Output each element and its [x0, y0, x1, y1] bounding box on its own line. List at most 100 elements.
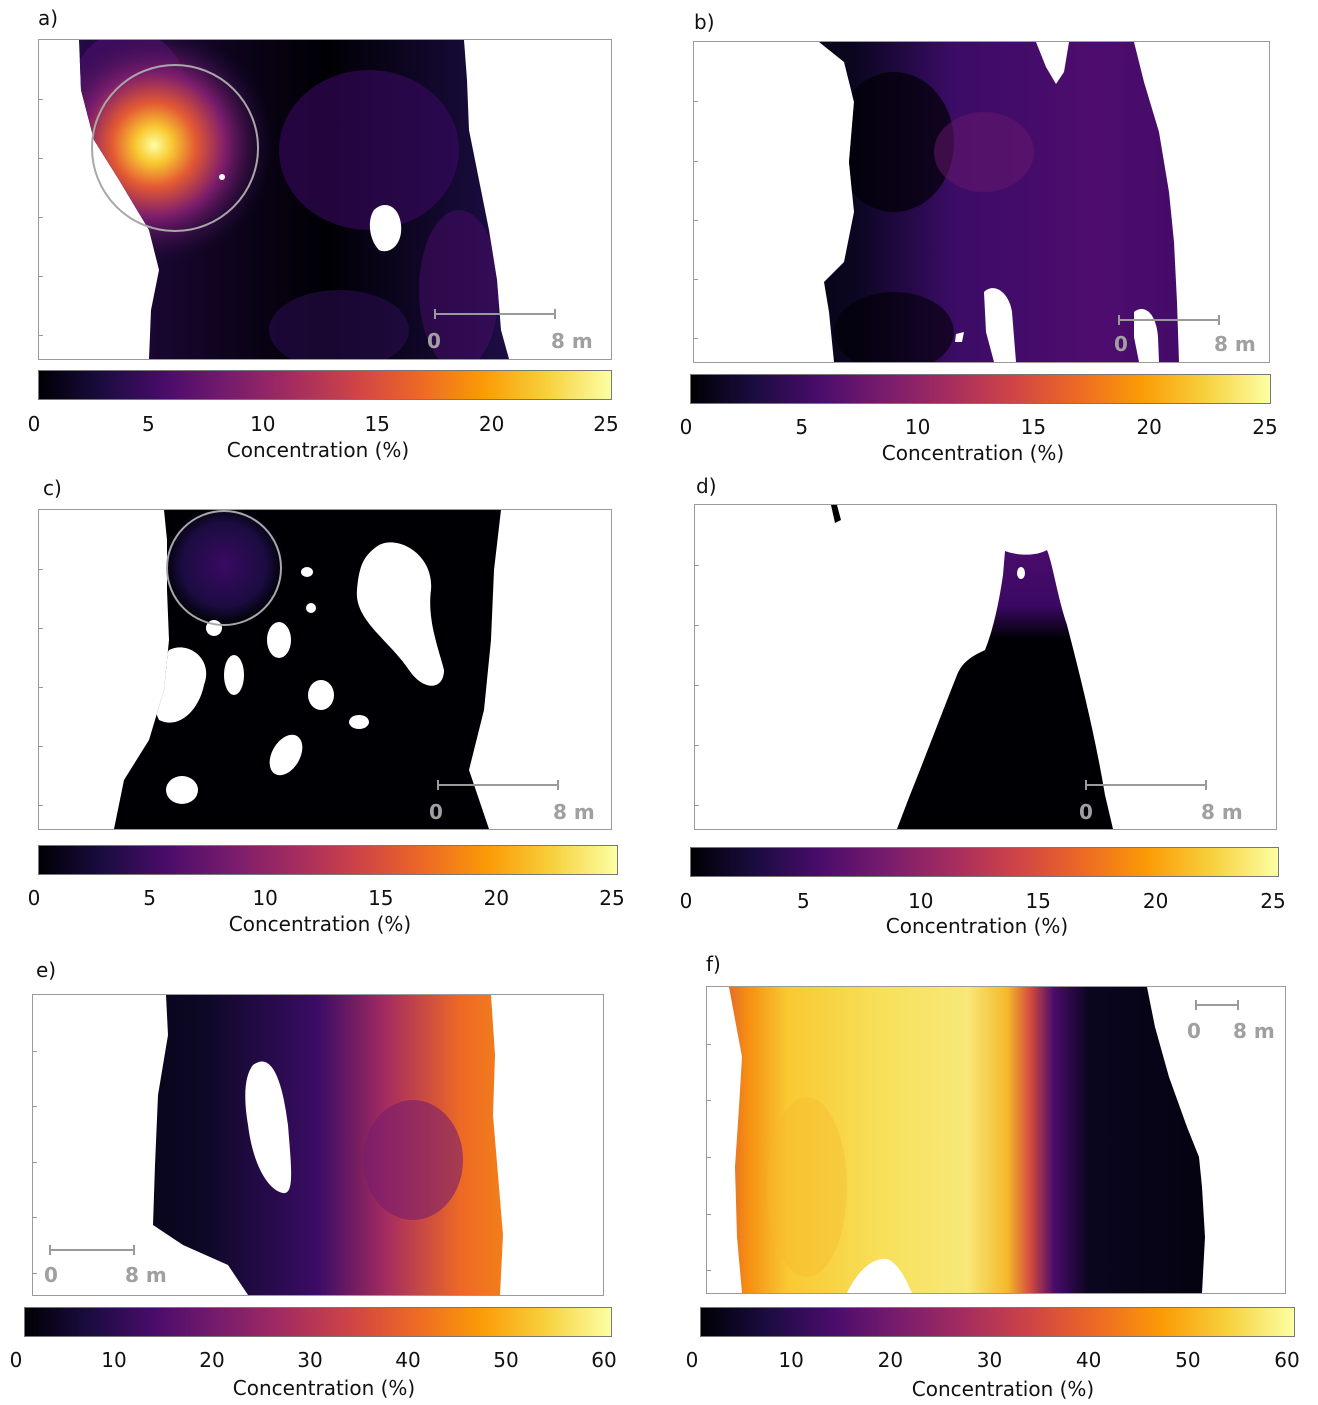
colorbar — [700, 1307, 1295, 1337]
colorbar — [690, 374, 1271, 404]
scale-bar-end: 8 m — [125, 1263, 167, 1287]
colorbar-label: Concentration (%) — [881, 441, 1065, 465]
colorbar-tick-label: 5 — [143, 886, 156, 910]
axis-tick — [39, 805, 43, 806]
colorbar-tick-label: 20 — [483, 886, 510, 910]
scale-bar-start: 0 — [427, 329, 441, 353]
colorbar-tick-label: 10 — [101, 1348, 127, 1372]
panel-label: f) — [706, 952, 721, 976]
axis-tick — [694, 161, 698, 162]
panel-label: c) — [43, 476, 62, 500]
scale-bar — [1085, 780, 1207, 790]
colorbar-tick-label: 10 — [250, 412, 276, 436]
colorbar-tick-label: 0 — [9, 1348, 23, 1372]
colorbar-tick-label: 30 — [976, 1348, 1003, 1372]
axis-tick — [695, 625, 699, 626]
colorbar-tick-label: 20 — [1142, 889, 1169, 913]
colorbar-tick-label: 40 — [395, 1348, 421, 1372]
colorbar-tick-label: 10 — [908, 889, 934, 913]
axis-tick — [39, 746, 43, 747]
colorbar — [38, 845, 618, 875]
colorbar-tick-label: 40 — [1075, 1348, 1102, 1372]
colorbar-tick-label: 15 — [368, 886, 394, 910]
colorbar-tick-label: 50 — [493, 1348, 519, 1372]
heatmap-field — [153, 995, 503, 1295]
heatmap-plot — [114, 510, 501, 829]
axis-tick — [694, 101, 698, 102]
scale-bar — [1195, 1000, 1239, 1010]
colorbar-tick-label: 20 — [478, 412, 505, 436]
heatmap-area: 0 8 m — [694, 504, 1277, 830]
colorbar — [38, 370, 612, 400]
scale-bar — [1118, 315, 1220, 325]
highlight-circle — [91, 64, 259, 232]
heatmap-area: 0 8 m — [706, 986, 1286, 1294]
colorbar-tick-label: 30 — [297, 1348, 323, 1372]
colorbar-tick-label: 60 — [591, 1348, 617, 1372]
colorbar-label: Concentration (%) — [911, 1377, 1095, 1401]
heatmap-field — [79, 40, 509, 359]
colorbar-tick-label: 20 — [877, 1348, 904, 1372]
axis-tick — [33, 1051, 37, 1052]
axis-tick — [39, 335, 43, 336]
colorbar — [690, 847, 1279, 877]
axis-tick — [33, 1217, 37, 1218]
axis-tick — [695, 685, 699, 686]
axis-tick — [39, 158, 43, 159]
axis-tick — [695, 565, 699, 566]
colorbar-tick-label: 60 — [1274, 1348, 1300, 1372]
scale-bar — [434, 309, 556, 319]
scale-bar-end: 8 m — [1233, 1019, 1275, 1043]
colorbar-tick-label: 25 — [593, 412, 619, 436]
heatmap-field — [831, 505, 1113, 829]
heatmap-plot — [819, 42, 1179, 362]
axis-tick — [39, 569, 43, 570]
heatmap-area: 0 8 m — [38, 39, 612, 360]
axis-tick — [39, 276, 43, 277]
scale-bar-start: 0 — [1079, 800, 1093, 824]
scale-bar — [49, 1245, 135, 1255]
axis-tick — [695, 745, 699, 746]
colorbar-tick-label: 0 — [27, 412, 41, 436]
scale-bar-end: 8 m — [1214, 332, 1256, 356]
axis-tick — [39, 687, 43, 688]
colorbar-tick-label: 0 — [679, 415, 693, 439]
colorbar-label: Concentration (%) — [228, 912, 412, 936]
colorbar-tick-label: 25 — [599, 886, 625, 910]
heatmap-plot — [729, 987, 1205, 1293]
colorbar-tick-label: 0 — [27, 886, 41, 910]
axis-tick — [39, 217, 43, 218]
scale-bar-start: 0 — [44, 1263, 58, 1287]
axis-tick — [33, 1273, 37, 1274]
heatmap-area: 0 8 m — [693, 41, 1270, 363]
colorbar-tick-label: 5 — [797, 889, 810, 913]
scale-bar-start: 0 — [1187, 1019, 1201, 1043]
colorbar-tick-label: 10 — [904, 415, 931, 439]
colorbar-tick-label: 20 — [199, 1348, 225, 1372]
colorbar-label: Concentration (%) — [232, 1376, 416, 1400]
panel-label: d) — [696, 474, 717, 498]
axis-tick — [39, 99, 43, 100]
axis-tick — [694, 220, 698, 221]
panel-label: a) — [38, 6, 59, 30]
axis-tick — [694, 279, 698, 280]
scale-bar-start: 0 — [429, 800, 443, 824]
scale-bar-end: 8 m — [1201, 800, 1243, 824]
panel-label: b) — [694, 10, 715, 34]
scale-bar-end: 8 m — [553, 800, 595, 824]
axis-tick — [33, 1162, 37, 1163]
colorbar-tick-label: 0 — [685, 1348, 699, 1372]
colorbar-tick-label: 20 — [1136, 415, 1162, 439]
colorbar-tick-label: 10 — [252, 886, 278, 910]
scale-bar-end: 8 m — [551, 329, 593, 353]
axis-tick — [707, 1214, 711, 1215]
axis-tick — [33, 1106, 37, 1107]
axis-tick — [707, 1044, 711, 1045]
axis-tick — [707, 1157, 711, 1158]
colorbar-tick-label: 10 — [778, 1348, 804, 1372]
axis-tick — [694, 338, 698, 339]
colorbar-tick-label: 50 — [1175, 1348, 1201, 1372]
highlight-circle — [166, 510, 282, 626]
heatmap-plot — [831, 505, 1113, 829]
heatmap-field — [819, 42, 1179, 362]
